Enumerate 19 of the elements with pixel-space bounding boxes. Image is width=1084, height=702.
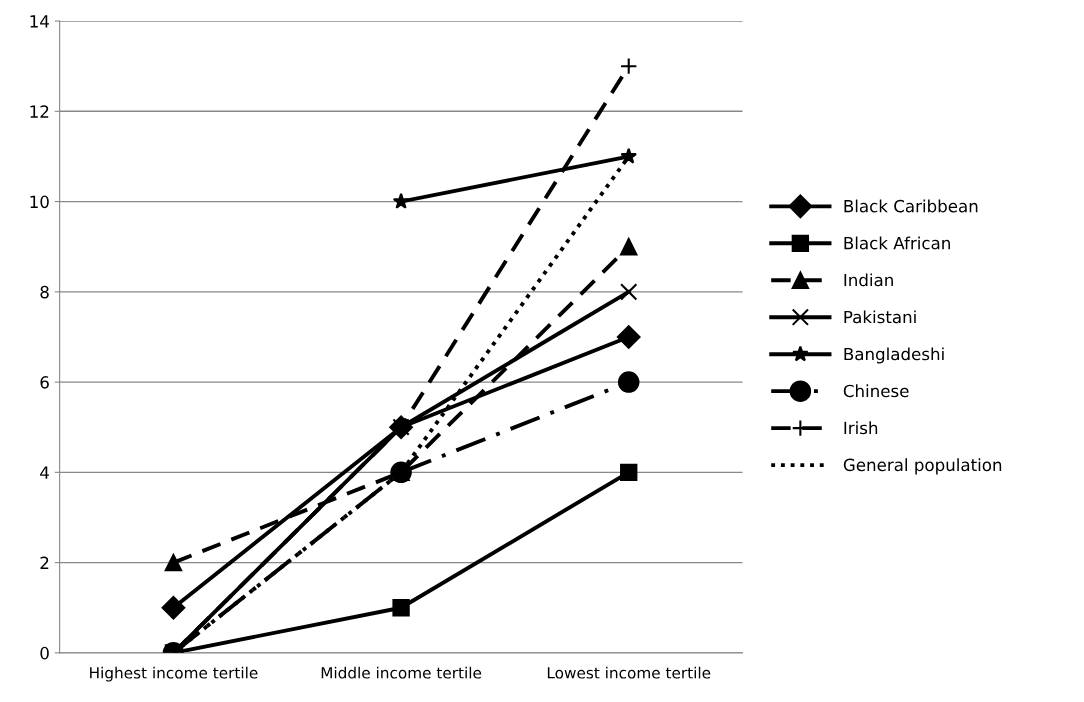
legend-label: Chinese (843, 384, 909, 398)
y-tick-label: 8 (40, 285, 49, 299)
legend-label: Irish (844, 421, 878, 435)
legend-label: Pakistani (844, 310, 916, 324)
x-tick-label: Lowest income tertile (547, 666, 711, 679)
y-tick-label: 4 (40, 466, 49, 479)
y-tick-label: 12 (30, 105, 49, 118)
legend-label: Bangladeshi (844, 347, 944, 364)
y-tick-label: 2 (40, 556, 49, 569)
y-tick-label: 10 (30, 195, 49, 209)
legend-label: General population (843, 458, 1002, 475)
legend-label: Indian (844, 273, 893, 287)
legend-label: Black Caribbean (844, 199, 978, 213)
y-tick-label: 6 (40, 376, 49, 389)
y-tick-label: 0 (40, 646, 49, 660)
legend-label: Black African (844, 236, 950, 250)
x-tick-label: Highest income tertile (90, 666, 258, 682)
x-tick-label: Middle income tertile (321, 666, 482, 679)
y-tick-label: 14 (30, 15, 49, 28)
